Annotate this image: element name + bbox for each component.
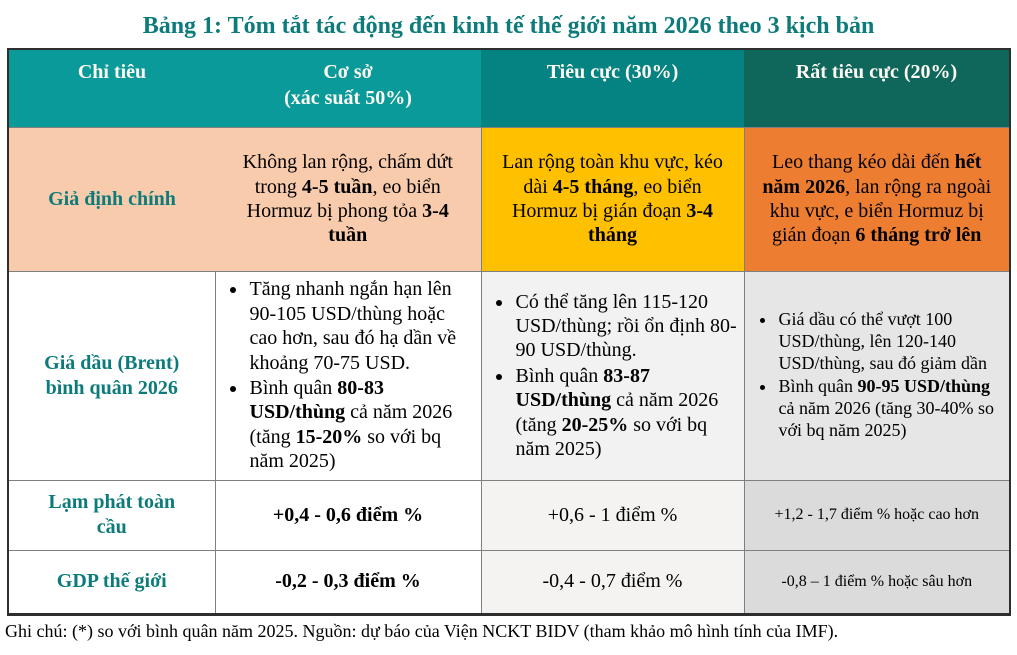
cell-lam-phat-rat-tieu-cuc: +1,2 - 1,7 điểm % hoặc cao hơn [743,479,1011,551]
table-title: Bảng 1: Tóm tắt tác động đến kinh tế thế… [142,13,875,39]
cell-gia-dinh-tieu-cuc: Lan rộng toàn khu vực, kéo dài 4-5 tháng… [480,126,745,272]
cell-lam-phat-base: +0,4 - 0,6 điểm % [214,479,482,551]
scenario-table: Chỉ tiêu Cơ sở (xác suất 50%) Tiêu cực (… [7,48,1011,616]
cell-gia-dau-base: Tăng nhanh ngắn hạn lên 90-105 USD/thùng… [214,270,482,481]
cell-gdp-base: -0,2 - 0,3 điểm % [214,549,482,615]
row-lam-phat: Lạm phát toàn cầu +0,4 - 0,6 điểm % +0,6… [7,479,1011,551]
cell-gdp-rat-tieu-cuc: -0,8 – 1 điểm % hoặc sâu hơn [743,549,1011,615]
header-cell-chi-tieu: Chỉ tiêu [8,49,215,127]
cell-gia-dau-rat-tieu-cuc: Giá dầu có thể vượt 100 USD/thùng, lên 1… [743,270,1011,481]
row-gdp: GDP thế giới -0,2 - 0,3 điểm % -0,4 - 0,… [7,549,1011,615]
header-cell-co-so: Cơ sở (xác suất 50%) [215,49,481,127]
header-cell-tieu-cuc: Tiêu cực (30%) [481,49,744,127]
cell-gdp-tieu-cuc: -0,4 - 0,7 điểm % [480,549,745,615]
row-label-gia-dau: Giá dầu (Brent) bình quân 2026 [7,270,216,481]
row-gia-dinh-chinh: Giả định chính Không lan rộng, chấm dứt … [7,126,1011,272]
cell-gia-dinh-base: Không lan rộng, chấm dứt trong 4-5 tuần,… [215,126,482,272]
row-label-gia-dinh-chinh: Giả định chính [7,126,215,272]
row-gia-dau: Giá dầu (Brent) bình quân 2026 Tăng nhan… [7,270,1011,481]
bullet-list: Giá dầu có thể vượt 100 USD/thùng, lên 1… [753,309,1004,442]
footnote: Ghi chú: (*) so với bình quân năm 2025. … [5,620,839,641]
header-label: Chỉ tiêu [77,61,147,83]
cell-gia-dau-tieu-cuc: Có thể tăng lên 115-120 USD/thùng; rồi ổ… [480,270,745,481]
bullet-list: Có thể tăng lên 115-120 USD/thùng; rồi ổ… [490,290,738,462]
row-label-lam-phat: Lạm phát toàn cầu [7,479,216,551]
header-sublabel: (xác suất 50%) [284,87,412,109]
header-label: Rất tiêu cực (20%) [795,61,958,83]
cell-lam-phat-tieu-cuc: +0,6 - 1 điểm % [480,479,745,551]
bullet-list: Tăng nhanh ngắn hạn lên 90-105 USD/thùng… [224,277,475,473]
page: Bảng 1: Tóm tắt tác động đến kinh tế thế… [0,11,1017,642]
cell-gia-dinh-rat-tieu-cuc: Leo thang kéo dài đến hết năm 2026, lan … [743,126,1011,272]
header-row: Chỉ tiêu Cơ sở (xác suất 50%) Tiêu cực (… [8,49,1010,127]
header-label: Tiêu cực (30%) [546,61,679,83]
header-label: Cơ sở [323,61,373,83]
row-label-gdp: GDP thế giới [7,549,216,615]
header-cell-rat-tieu-cuc: Rất tiêu cực (20%) [744,49,1010,127]
